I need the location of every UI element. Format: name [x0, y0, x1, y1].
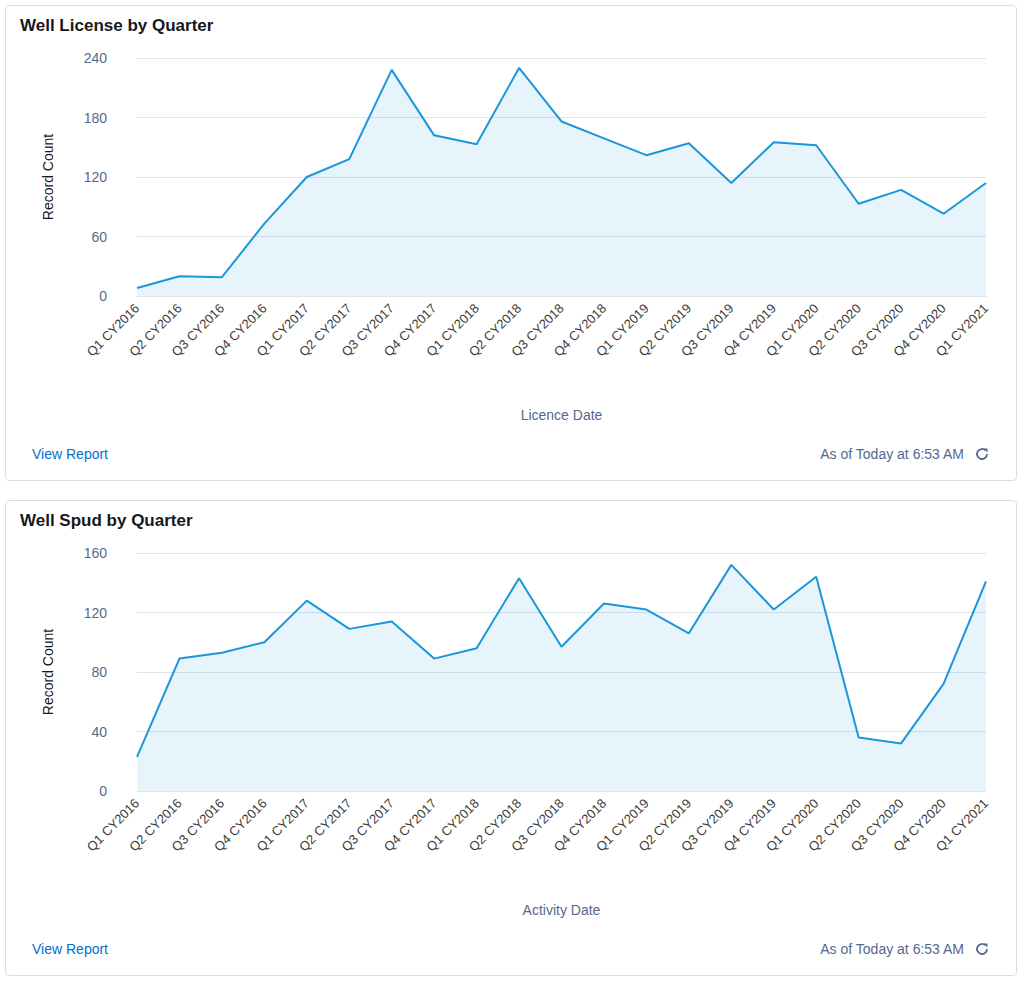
svg-text:Q1 CY2019: Q1 CY2019	[593, 300, 652, 360]
svg-text:Q1 CY2021: Q1 CY2021	[933, 796, 992, 855]
html-text:View Report: View Report	[32, 446, 108, 462]
svg-text:Q1 CY2016: Q1 CY2016	[83, 795, 143, 855]
svg-text:40: 40	[91, 724, 107, 740]
svg-text:Q2 CY2019: Q2 CY2019	[635, 300, 695, 360]
svg-text:Q1 CY2018: Q1 CY2018	[423, 300, 482, 360]
svg-text:Q2 CY2019: Q2 CY2019	[635, 795, 695, 855]
svg-text:Q1 CY2020: Q1 CY2020	[762, 300, 822, 360]
svg-text:Q2 CY2020: Q2 CY2020	[805, 795, 864, 855]
svg-text:Q3 CY2018: Q3 CY2018	[508, 300, 567, 360]
svg-text:160: 160	[84, 545, 108, 561]
html-text:View Report: View Report	[32, 941, 108, 957]
html-text:As of Today at 6:53 AM: As of Today at 6:53 AM	[820, 446, 964, 462]
svg-text:Q3 CY2018: Q3 CY2018	[508, 795, 567, 855]
svg-text:Record Count: Record Count	[40, 629, 56, 715]
svg-text:Q4 CY2016: Q4 CY2016	[211, 795, 270, 855]
svg-text:Q2 CY2016: Q2 CY2016	[126, 795, 185, 855]
svg-text:Q3 CY2019: Q3 CY2019	[678, 300, 737, 360]
svg-text:120: 120	[84, 169, 108, 185]
svg-text:Q2 CY2016: Q2 CY2016	[126, 300, 185, 360]
svg-text:80: 80	[91, 664, 107, 680]
svg-text:Q3 CY2019: Q3 CY2019	[678, 795, 737, 855]
svg-text:Q3 CY2017: Q3 CY2017	[338, 300, 397, 360]
svg-text:Q2 CY2017: Q2 CY2017	[296, 795, 355, 855]
svg-text:Activity Date: Activity Date	[523, 902, 601, 918]
svg-text:Q2 CY2018: Q2 CY2018	[465, 795, 525, 855]
svg-text:Q3 CY2016: Q3 CY2016	[168, 300, 228, 360]
svg-text:Q4 CY2017: Q4 CY2017	[380, 300, 440, 360]
html-text:As of Today at 6:53 AM: As of Today at 6:53 AM	[820, 941, 964, 957]
svg-text:Q4 CY2019: Q4 CY2019	[720, 300, 780, 360]
svg-text:Record Count: Record Count	[40, 134, 56, 220]
svg-text:120: 120	[84, 605, 108, 621]
svg-text:Q2 CY2017: Q2 CY2017	[296, 300, 355, 360]
svg-text:Q1 CY2020: Q1 CY2020	[762, 795, 822, 855]
svg-text:Q4 CY2020: Q4 CY2020	[890, 300, 949, 360]
svg-text:Q1 CY2019: Q1 CY2019	[593, 795, 652, 855]
svg-text:240: 240	[84, 50, 108, 66]
svg-text:Q4 CY2019: Q4 CY2019	[720, 795, 780, 855]
svg-text:Q1 CY2021: Q1 CY2021	[933, 301, 992, 360]
svg-text:Q1 CY2017: Q1 CY2017	[253, 300, 313, 360]
svg-text:Q3 CY2017: Q3 CY2017	[338, 795, 397, 855]
svg-text:0: 0	[99, 783, 107, 799]
svg-text:Licence Date: Licence Date	[521, 407, 603, 423]
svg-text:Q4 CY2017: Q4 CY2017	[380, 795, 440, 855]
svg-text:Q2 CY2020: Q2 CY2020	[805, 300, 864, 360]
html-text:Well Spud by Quarter: Well Spud by Quarter	[20, 511, 193, 530]
svg-text:Q1 CY2016: Q1 CY2016	[83, 300, 143, 360]
svg-text:Q1 CY2017: Q1 CY2017	[253, 795, 313, 855]
svg-text:Q4 CY2018: Q4 CY2018	[550, 795, 610, 855]
svg-text:60: 60	[91, 229, 107, 245]
svg-text:Q3 CY2016: Q3 CY2016	[168, 795, 228, 855]
svg-text:Q2 CY2018: Q2 CY2018	[465, 300, 525, 360]
html-text:Well License by Quarter: Well License by Quarter	[20, 16, 214, 35]
svg-text:Q4 CY2018: Q4 CY2018	[550, 300, 610, 360]
svg-text:Q3 CY2020: Q3 CY2020	[847, 300, 907, 360]
svg-text:0: 0	[99, 288, 107, 304]
svg-text:Q3 CY2020: Q3 CY2020	[847, 795, 907, 855]
svg-text:180: 180	[84, 110, 108, 126]
svg-text:Q4 CY2016: Q4 CY2016	[211, 300, 270, 360]
svg-text:Q4 CY2020: Q4 CY2020	[890, 795, 949, 855]
svg-text:Q1 CY2018: Q1 CY2018	[423, 795, 482, 855]
